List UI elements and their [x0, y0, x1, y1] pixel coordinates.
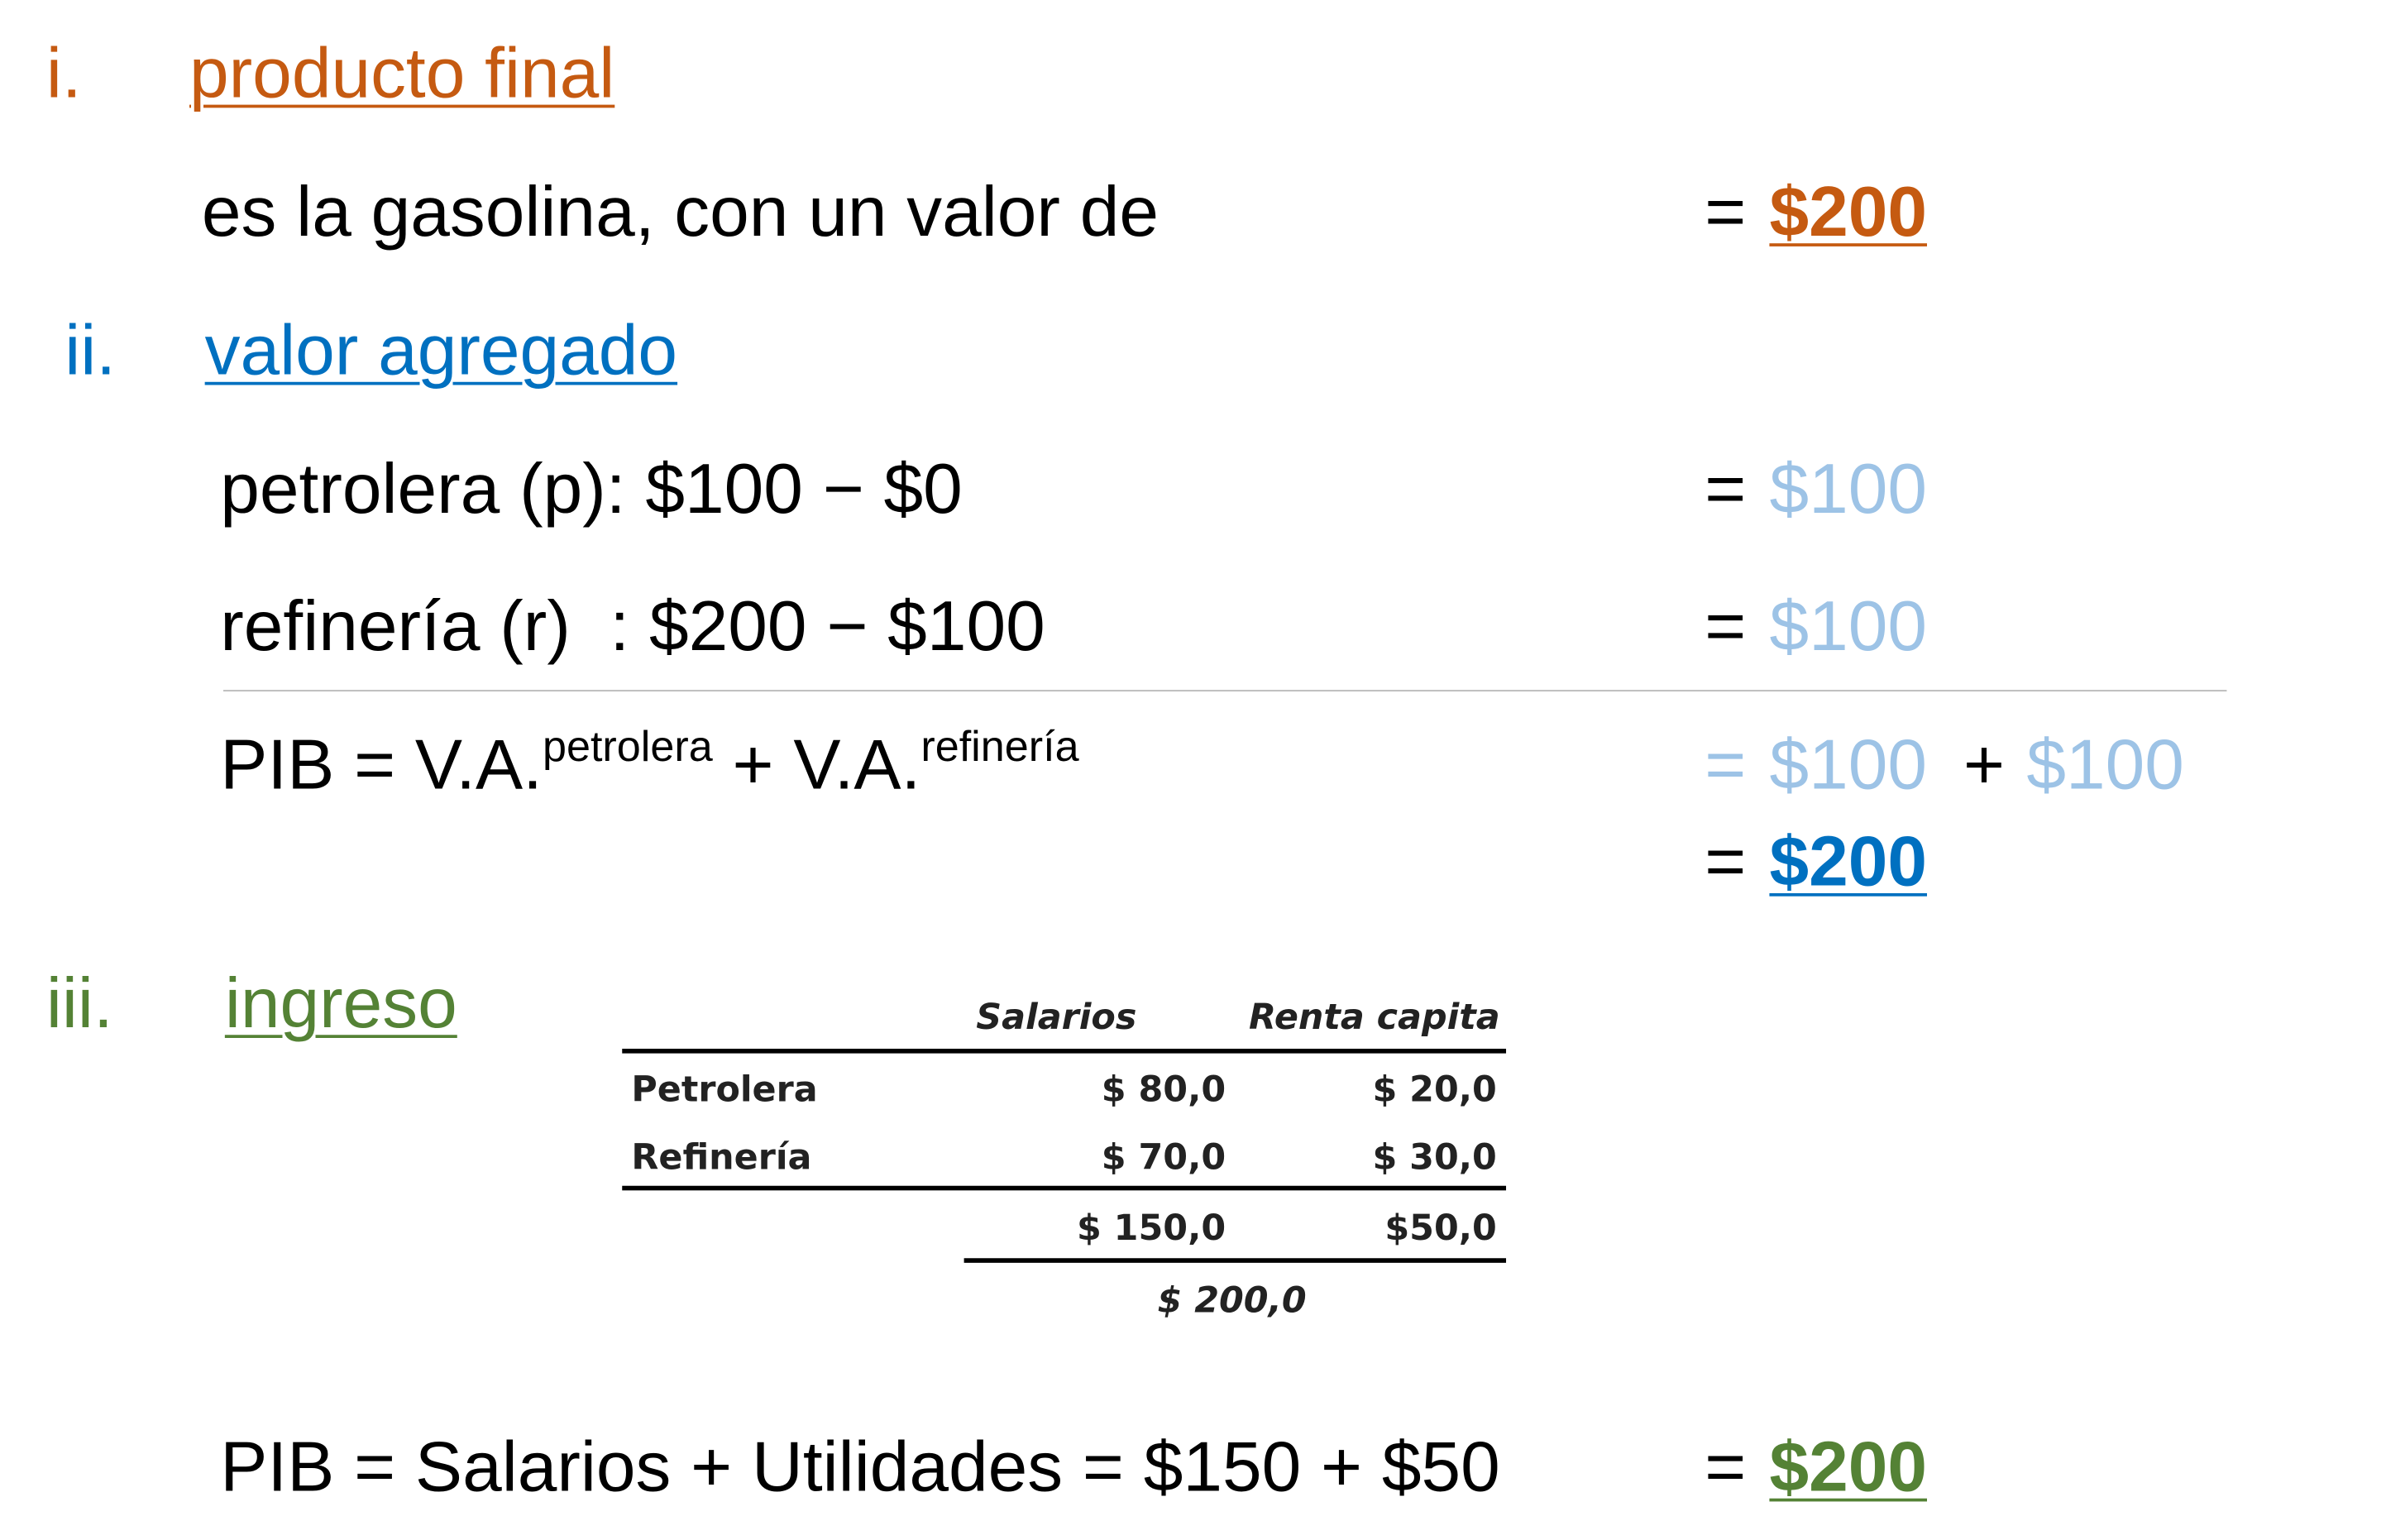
table-total: $ 150,0 [1076, 1208, 1226, 1250]
equals: = [1705, 447, 1747, 528]
superscript: refinería [920, 722, 1079, 770]
grand-total: $ 200,0 [1157, 1281, 1307, 1322]
heading: valor agregado [204, 309, 678, 390]
marker: i. [45, 32, 82, 112]
table-rule [963, 1258, 1507, 1263]
marker: ii. [65, 309, 117, 390]
table-rule [622, 1049, 1507, 1054]
equals: = [1705, 585, 1747, 666]
table-header: Renta capita [1248, 997, 1500, 1038]
result: $100 [1769, 447, 1928, 528]
result: $200 [1769, 1426, 1928, 1507]
text: PIB = V.A. [220, 724, 543, 804]
superscript: petrolera [542, 722, 713, 770]
text: PIB = Salarios + Utilidades = $150 + $50 [220, 1426, 1500, 1507]
formula: PIB = V.A.petrolera + V.A.refinería [220, 725, 1078, 799]
table-cell: $ 70,0 [1101, 1138, 1226, 1179]
equals: = [1705, 724, 1747, 804]
table-cell: Petrolera [631, 1070, 818, 1111]
table-cell: $ 80,0 [1101, 1070, 1226, 1111]
text: petrolera (p): $100 − $0 [220, 447, 963, 528]
text: + V.A. [712, 724, 921, 804]
table-cell: Refinería [631, 1138, 812, 1179]
equals: = [1705, 1426, 1747, 1507]
marker: iii. [45, 962, 113, 1043]
table-total: $50,0 [1384, 1208, 1497, 1250]
equals: = [1705, 170, 1747, 251]
heading: producto final [189, 32, 615, 112]
term: $100 [2026, 724, 2184, 804]
plus: + [1963, 724, 2006, 804]
text: refinería (r) : $200 − $100 [220, 585, 1045, 666]
table-rule [622, 1185, 1507, 1191]
table-cell: $ 30,0 [1372, 1138, 1497, 1179]
equals: = [1705, 820, 1747, 902]
result: $100 [1769, 585, 1928, 666]
table-cell: $ 20,0 [1372, 1070, 1497, 1111]
table-header: Salarios [976, 997, 1137, 1038]
text: es la gasolina, con un valor de [201, 170, 1159, 251]
result: $200 [1769, 820, 1928, 902]
divider [222, 690, 2227, 692]
result: $200 [1769, 170, 1928, 251]
term: $100 [1769, 724, 1928, 804]
heading: ingreso [224, 962, 457, 1043]
